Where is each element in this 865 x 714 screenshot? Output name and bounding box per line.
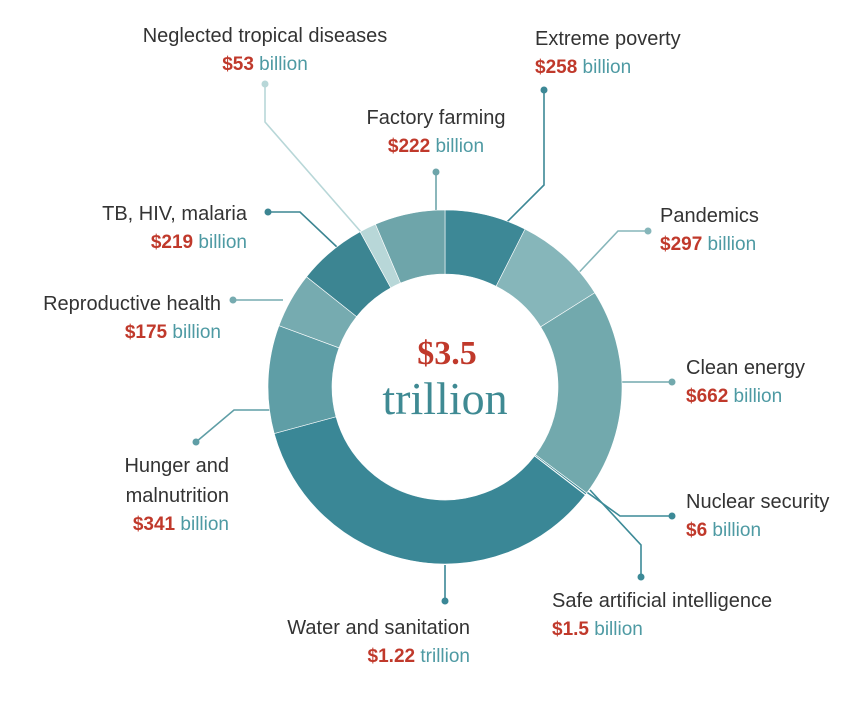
leader-dot-factory-farming — [432, 168, 440, 176]
label-name-reproductive-health: Reproductive health — [43, 293, 221, 315]
leader-dot-hunger-and-malnutrition — [192, 438, 200, 446]
label-name-safe-artificial-intelligence: Safe artificial intelligence — [552, 590, 772, 612]
leader-dot-reproductive-health — [229, 296, 237, 304]
slice-water-and-sanitation — [273, 416, 586, 565]
label-value-pandemics: $297 billion — [660, 234, 756, 255]
leader-dot-extreme-poverty — [540, 86, 548, 94]
label-name-tb-hiv-malaria: TB, HIV, malaria — [102, 203, 248, 225]
label-name-water-and-sanitation: Water and sanitation — [287, 617, 470, 639]
label-value-extreme-poverty: $258 billion — [535, 57, 631, 78]
label-name-pandemics: Pandemics — [660, 205, 759, 227]
label-value-neglected-tropical-diseases: $53 billion — [222, 54, 308, 75]
center-unit: trillion — [382, 373, 507, 424]
label-value-factory-farming: $222 billion — [388, 136, 484, 157]
leader-extreme-poverty — [506, 90, 545, 223]
leader-neglected-tropical-diseases — [264, 84, 362, 233]
label-value-hunger-and-malnutrition: $341 billion — [133, 514, 229, 535]
label-name-extreme-poverty: Extreme poverty — [535, 28, 681, 50]
leader-lines — [192, 80, 676, 605]
label-value-nuclear-security: $6 billion — [686, 520, 761, 541]
slice-factory-farming — [375, 209, 446, 284]
leader-dot-tb-hiv-malaria — [264, 208, 272, 216]
label-name-nuclear-security: Nuclear security — [686, 491, 829, 513]
leader-dot-safe-artificial-intelligence — [637, 573, 645, 581]
slice-clean-energy — [535, 292, 623, 494]
label-name-hunger-and-malnutrition: malnutrition — [126, 485, 229, 507]
label-name-factory-farming: Factory farming — [367, 107, 506, 129]
leader-tb-hiv-malaria — [268, 211, 339, 249]
leader-hunger-and-malnutrition — [195, 409, 270, 443]
label-name-clean-energy: Clean energy — [686, 357, 805, 379]
leader-safe-artificial-intelligence — [589, 489, 642, 577]
label-value-tb-hiv-malaria: $219 billion — [151, 232, 247, 253]
leader-dot-clean-energy — [668, 378, 676, 386]
label-name-hunger-and-malnutrition: Hunger and — [124, 455, 229, 477]
leader-dot-neglected-tropical-diseases — [261, 80, 269, 88]
label-value-safe-artificial-intelligence: $1.5 billion — [552, 619, 643, 640]
leader-dot-water-and-sanitation — [441, 597, 449, 605]
donut-slices — [267, 209, 623, 565]
slice-labels: Extreme poverty $258 billion Pandemics $297… — [43, 25, 829, 667]
label-value-clean-energy: $662 billion — [686, 386, 782, 407]
label-name-neglected-tropical-diseases: Neglected tropical diseases — [143, 25, 388, 47]
leader-dot-nuclear-security — [668, 512, 676, 520]
center-amount: $3.5 — [417, 335, 477, 372]
center-total: $3.5 trillion — [382, 335, 507, 424]
label-value-reproductive-health: $175 billion — [125, 322, 221, 343]
label-value-water-and-sanitation: $1.22 trillion — [368, 646, 470, 667]
leader-dot-pandemics — [644, 227, 652, 235]
leader-pandemics — [569, 230, 648, 283]
